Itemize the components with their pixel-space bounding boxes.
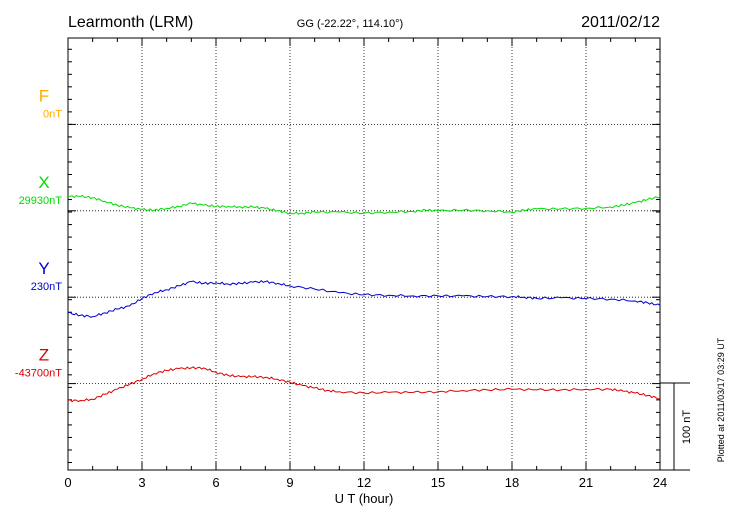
series-name-f: F <box>39 86 49 105</box>
x-tick-label: 24 <box>653 475 667 490</box>
series-baseline-f: 0nT <box>43 108 62 120</box>
x-tick-label: 18 <box>505 475 519 490</box>
x-tick-label: 3 <box>138 475 145 490</box>
scale-bar-label: 100 nT <box>681 410 693 445</box>
x-tick-label: 0 <box>64 475 71 490</box>
coordinates-label: GG (-22.22°, 114.10°) <box>297 18 403 30</box>
series-line-x <box>67 194 661 215</box>
axis-ticks <box>67 38 661 470</box>
date-label: 2011/02/12 <box>581 14 660 31</box>
series-line-y <box>67 280 661 318</box>
series-baseline-x: 29930nT <box>19 195 63 207</box>
scale-bar: 100 nT <box>660 382 693 471</box>
x-tick-label: 15 <box>431 475 445 490</box>
station-title: Learmonth (LRM) <box>68 14 193 31</box>
series-line-z <box>67 366 661 403</box>
series-labels: F 0nT X 29930nT Y 230nT Z -43700nT <box>15 86 62 379</box>
x-tick-label: 6 <box>212 475 219 490</box>
x-tick-label: 9 <box>286 475 293 490</box>
x-tick-label: 21 <box>579 475 593 490</box>
series-name-x: X <box>38 173 49 192</box>
x-tick-label: 12 <box>357 475 371 490</box>
series-baseline-z: -43700nT <box>15 368 62 380</box>
x-axis-label: U T (hour) <box>335 491 394 506</box>
series-baseline-y: 230nT <box>31 281 62 293</box>
x-tick-labels: 0 3 6 9 12 15 18 21 24 <box>64 475 667 490</box>
grid-lines <box>68 38 660 470</box>
series-lines <box>67 194 661 403</box>
series-name-y: Y <box>38 259 49 278</box>
plotted-note: Plotted at 2011/03/17 03:29 UT <box>716 337 726 462</box>
series-name-z: Z <box>39 346 49 365</box>
